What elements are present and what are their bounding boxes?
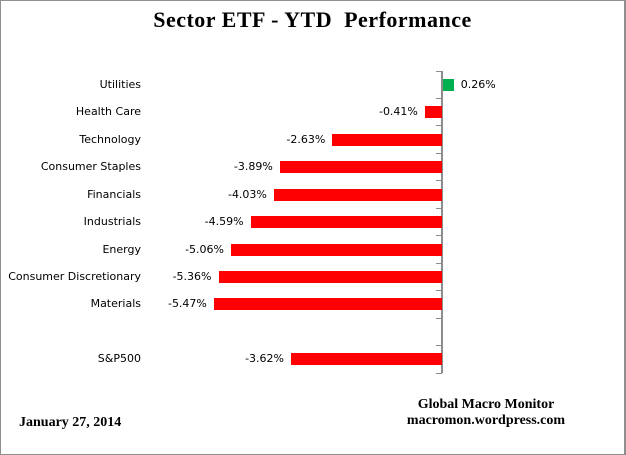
- bar-utilities: [443, 78, 454, 91]
- bar-financials: [273, 188, 442, 201]
- axis-tick: [436, 345, 442, 346]
- value-label-financials: -4.03%: [227, 187, 267, 201]
- bar-health-care: [424, 106, 442, 119]
- attribution-url: macromon.wordpress.com: [406, 413, 566, 428]
- value-label-health-care: -0.41%: [378, 105, 418, 119]
- category-label-consumer-staples: Consumer Staples: [40, 160, 141, 174]
- category-label-technology: Technology: [79, 132, 141, 146]
- bar-consumer-staples: [279, 161, 442, 174]
- bar-s-p500: [291, 353, 442, 366]
- chart-title: Sector ETF - YTD Performance: [153, 7, 472, 32]
- value-label-technology: -2.63%: [286, 132, 326, 146]
- bar-consumer-discretionary: [218, 270, 442, 283]
- category-label-consumer-discretionary: Consumer Discretionary: [8, 269, 141, 283]
- bar-technology: [332, 133, 442, 146]
- axis-tick: [436, 98, 442, 99]
- axis-tick: [436, 235, 442, 237]
- value-label-s-p500: -3.62%: [245, 352, 284, 366]
- value-label-industrials: -4.59%: [204, 215, 244, 228]
- bar-industrials: [250, 216, 442, 228]
- category-label-utilities: Utilities: [99, 77, 141, 91]
- value-label-consumer-discretionary: -5.36%: [172, 269, 212, 283]
- value-label-energy: -5.06%: [185, 242, 224, 256]
- axis-tick: [436, 125, 442, 127]
- axis-tick: [436, 290, 442, 292]
- axis-tick: [436, 70, 442, 72]
- axis-tick: [436, 152, 442, 154]
- value-label-materials: -5.47%: [167, 297, 207, 311]
- axis-tick: [436, 317, 442, 319]
- footer-date: January 27, 2014: [19, 415, 122, 430]
- bar-materials: [213, 298, 442, 311]
- axis-tick: [436, 180, 442, 182]
- attribution-name: Global Macro Monitor: [417, 397, 555, 412]
- axis-tick: [436, 372, 442, 374]
- axis-tick: [436, 207, 442, 209]
- value-label-utilities: 0.26%: [460, 77, 496, 91]
- axis-tick: [436, 262, 442, 264]
- category-label-materials: Materials: [90, 297, 141, 311]
- category-label-energy: Energy: [102, 242, 141, 256]
- attribution: Global Macro Monitor macromon.wordpress.…: [371, 397, 601, 429]
- value-label-consumer-staples: -3.89%: [233, 160, 273, 174]
- category-label-s-p500: S&P500: [97, 352, 141, 366]
- category-label-health-care: Health Care: [75, 105, 141, 119]
- category-label-industrials: Industrials: [83, 215, 141, 228]
- category-label-financials: Financials: [87, 187, 141, 201]
- bar-energy: [231, 243, 442, 256]
